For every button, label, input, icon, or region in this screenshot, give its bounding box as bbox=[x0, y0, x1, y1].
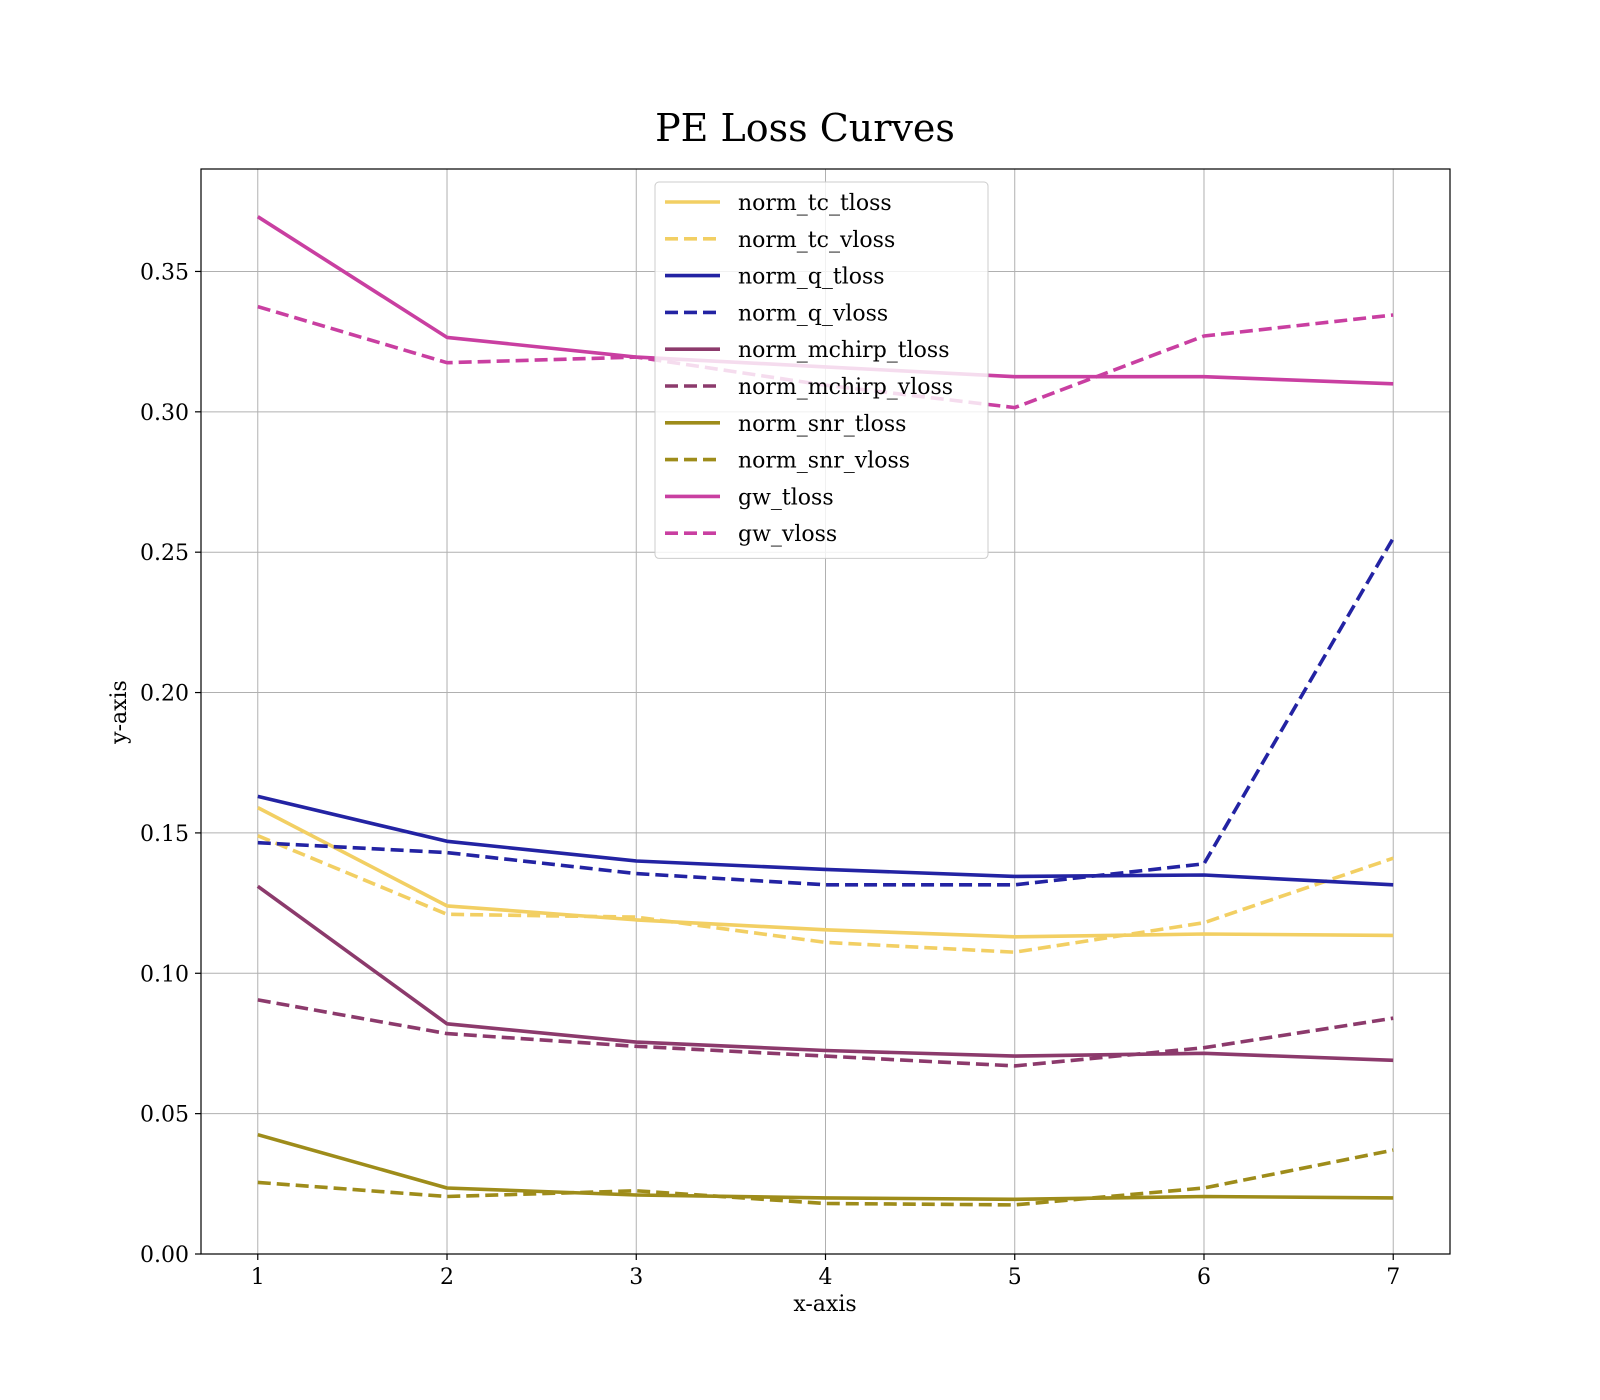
legend-label: gw_vloss bbox=[738, 522, 837, 547]
legend-label: norm_q_tloss bbox=[738, 265, 885, 290]
y-tick-label: 0.10 bbox=[140, 962, 189, 987]
chart-title: PE Loss Curves bbox=[655, 106, 955, 150]
y-tick-label: 0.05 bbox=[140, 1103, 189, 1128]
x-tick-label: 1 bbox=[251, 1265, 265, 1290]
y-tick-label: 0.30 bbox=[140, 401, 189, 426]
y-tick-label: 0.15 bbox=[140, 822, 189, 847]
legend-label: norm_snr_tloss bbox=[738, 412, 906, 437]
legend-label: norm_tc_tloss bbox=[738, 191, 892, 216]
x-tick-label: 6 bbox=[1197, 1265, 1211, 1290]
y-tick-label: 0.35 bbox=[140, 260, 189, 285]
series-line-norm-tc-tloss bbox=[256, 806, 1394, 939]
legend-label: norm_q_vloss bbox=[738, 301, 888, 326]
x-tick-label: 4 bbox=[819, 1265, 833, 1290]
y-axis-label: y-axis bbox=[107, 680, 132, 745]
y-tick-label: 0.00 bbox=[140, 1243, 189, 1268]
y-tick-label: 0.20 bbox=[140, 682, 189, 707]
legend-label: norm_mchirp_tloss bbox=[738, 338, 949, 363]
x-tick-label: 2 bbox=[440, 1265, 454, 1290]
x-tick-label: 5 bbox=[1008, 1265, 1022, 1290]
series-line-norm-q-tloss bbox=[257, 794, 1394, 887]
y-tick-label: 0.25 bbox=[140, 541, 189, 566]
series-line-norm-snr-tloss bbox=[257, 1132, 1394, 1202]
ticks: 1 2 3 4 5 6 7 0.00 0.05 0.10 0.15 0.20 0.25 0.30 0.35 bbox=[140, 260, 1400, 1290]
legend-label: norm_mchirp_vloss bbox=[738, 375, 953, 400]
legend-label: gw_tloss bbox=[738, 485, 834, 510]
series-line-norm-mchirp-tloss bbox=[256, 884, 1394, 1063]
series-line-norm-mchirp-vloss bbox=[257, 998, 1394, 1068]
legend-box bbox=[654, 181, 989, 559]
x-axis-label: x-axis bbox=[793, 1292, 856, 1317]
legend-label: norm_tc_vloss bbox=[738, 228, 895, 253]
legend-label: norm_snr_vloss bbox=[738, 449, 910, 474]
x-tick-label: 3 bbox=[629, 1265, 643, 1290]
x-tick-label: 7 bbox=[1386, 1265, 1400, 1290]
legend: norm_tc_tloss norm_tc_vloss norm_q_tlossno… bbox=[654, 181, 989, 559]
